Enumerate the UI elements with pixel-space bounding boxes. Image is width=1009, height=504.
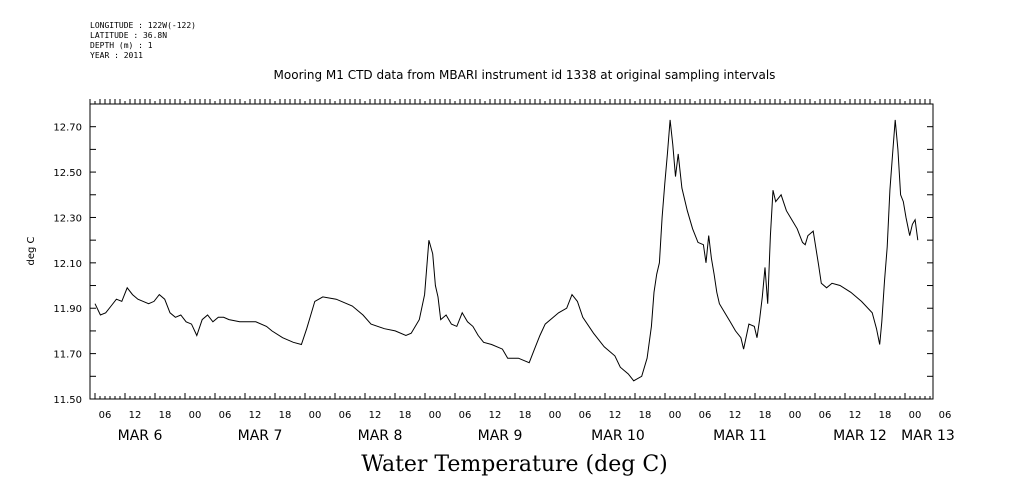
x-day-label: MAR 10 <box>591 428 645 444</box>
axis-ticks <box>89 99 933 400</box>
plot-frame <box>89 103 934 400</box>
x-tick-label: 00 <box>669 410 682 421</box>
x-tick-label: 00 <box>909 410 922 421</box>
depth-label: DEPTH (m) : 1 <box>90 41 153 50</box>
x-tick-label: 06 <box>459 410 472 421</box>
x-tick-label: 00 <box>789 410 802 421</box>
y-tick-label: 11.90 <box>53 304 82 315</box>
x-tick-label: 00 <box>189 410 202 421</box>
x-day-label: MAR 12 <box>833 428 887 444</box>
latitude-label: LATITUDE : 36.8N <box>90 31 168 40</box>
x-tick-label: 18 <box>399 410 412 421</box>
x-tick-label: 06 <box>819 410 832 421</box>
x-tick-label: 06 <box>99 410 112 421</box>
metadata-block: LONGITUDE : 122W(-122) LATITUDE : 36.8N … <box>90 21 196 61</box>
x-tick-label: 12 <box>849 410 862 421</box>
longitude-label: LONGITUDE : 122W(-122) <box>90 21 196 30</box>
x-tick-label: 18 <box>159 410 172 421</box>
x-tick-label: 12 <box>129 410 142 421</box>
x-tick-label: 18 <box>519 410 532 421</box>
y-axis-label: deg C <box>26 236 37 265</box>
x-tick-label: 12 <box>369 410 382 421</box>
x-axis-label: Water Temperature (deg C) <box>361 452 668 477</box>
x-tick-label: 06 <box>219 410 232 421</box>
x-tick-label: 00 <box>429 410 442 421</box>
x-tick-label: 00 <box>549 410 562 421</box>
x-tick-label: 06 <box>579 410 592 421</box>
y-tick-label: 12.10 <box>53 259 82 270</box>
x-tick-label: 12 <box>489 410 502 421</box>
x-tick-label: 18 <box>639 410 652 421</box>
temperature-series-line <box>94 119 919 382</box>
x-day-label: MAR 8 <box>358 428 403 444</box>
x-tick-label: 18 <box>879 410 892 421</box>
chart-title: Mooring M1 CTD data from MBARI instrumen… <box>273 68 776 82</box>
x-tick-label: 12 <box>609 410 622 421</box>
x-day-label: MAR 13 <box>901 428 955 444</box>
x-tick-label: 06 <box>339 410 352 421</box>
x-tick-label: 06 <box>939 410 952 421</box>
y-tick-label: 11.50 <box>53 395 82 406</box>
x-tick-label: 18 <box>759 410 772 421</box>
x-tick-label: 12 <box>249 410 262 421</box>
x-tick-label: 12 <box>729 410 742 421</box>
x-day-label: MAR 11 <box>713 428 767 444</box>
x-tick-label: 00 <box>309 410 322 421</box>
x-tick-labels: 06 12 18 00 06 12 18 00 06 12 18 00 06 12 18 00 06 12 18 00… <box>99 410 952 421</box>
y-tick-labels: 11.50 11.70 11.90 12.10 12.30 12.50 12.70 <box>53 123 82 406</box>
year-label: YEAR : 2011 <box>90 51 143 60</box>
y-tick-label: 12.50 <box>53 168 82 179</box>
y-tick-label: 11.70 <box>53 350 82 361</box>
x-day-labels: MAR 6 MAR 7 MAR 8 MAR 9 MAR 10 MAR 11 MAR 12 MA… <box>118 428 955 444</box>
y-tick-label: 12.30 <box>53 213 82 224</box>
x-day-label: MAR 7 <box>238 428 283 444</box>
x-tick-label: 18 <box>279 410 292 421</box>
x-day-label: MAR 9 <box>478 428 523 444</box>
x-day-label: MAR 6 <box>118 428 163 444</box>
y-tick-label: 12.70 <box>53 123 82 134</box>
x-tick-label: 06 <box>699 410 712 421</box>
